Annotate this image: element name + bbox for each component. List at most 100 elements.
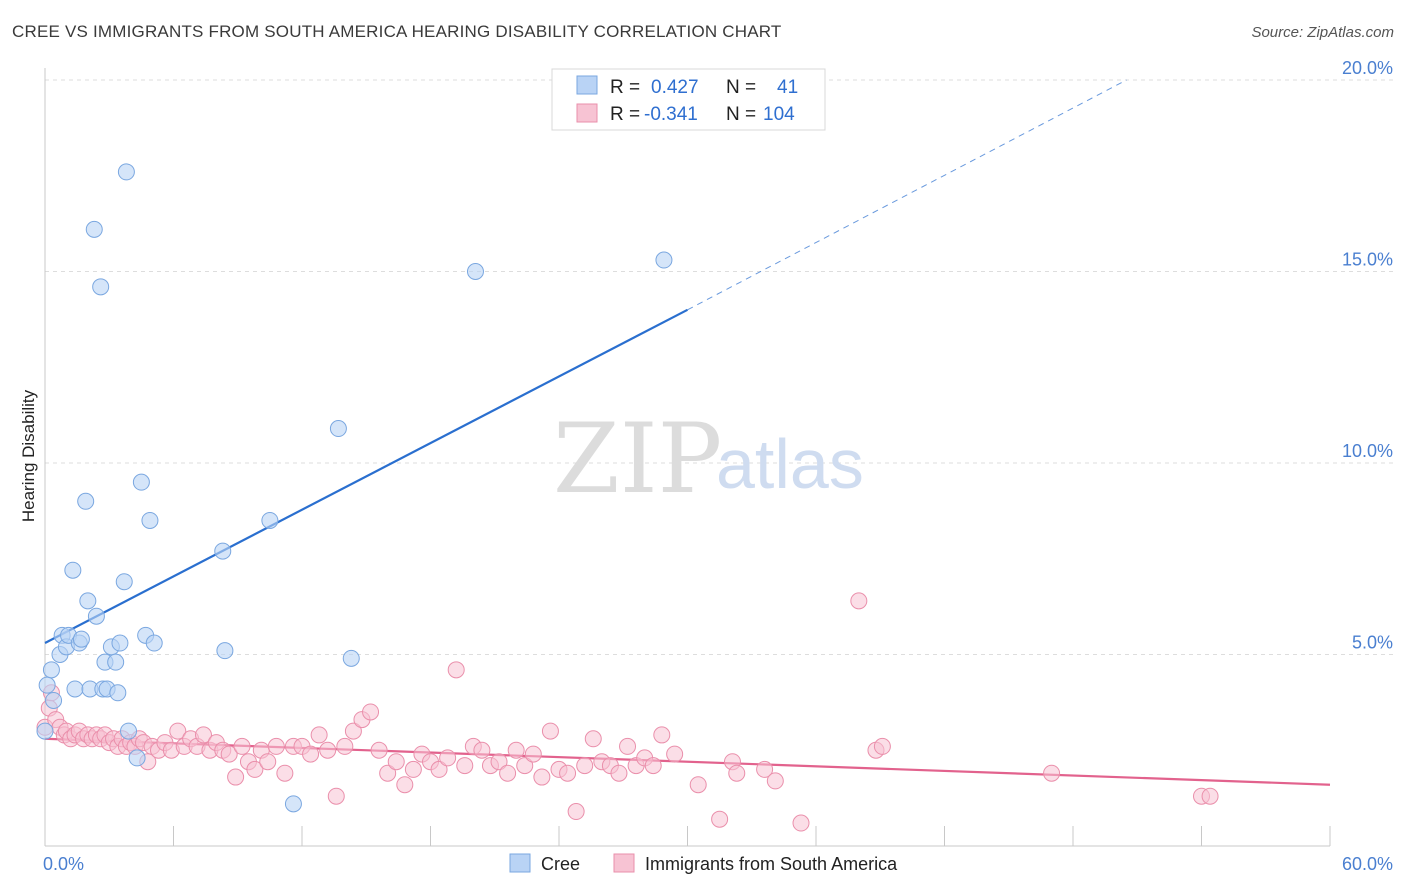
immigrants-point [473, 741, 491, 759]
cree-point [115, 573, 133, 591]
immigrants-point [370, 741, 388, 759]
axes [44, 68, 1331, 847]
y-tick-label: 5.0% [1352, 633, 1393, 653]
immigrants-point [439, 749, 457, 767]
cree-point [38, 676, 56, 694]
immigrants-point [310, 726, 328, 744]
cree-point [145, 634, 163, 652]
cree-point [87, 607, 105, 625]
immigrants-point [711, 810, 729, 828]
legend-swatch-cree [576, 75, 598, 95]
legend-swatch-immigrants [576, 103, 598, 123]
watermark: ZIP atlas [553, 403, 864, 515]
x-tick-label: 60.0% [1342, 854, 1393, 874]
legend-n-value-immigrants: 104 [763, 104, 795, 125]
legend-n-label-cree: N = [726, 77, 756, 98]
immigrants-point [344, 722, 362, 740]
watermark-atlas: atlas [716, 425, 864, 503]
immigrants-point [653, 726, 671, 744]
cree-point [466, 263, 484, 280]
immigrants-point [610, 764, 628, 782]
y-tick-label: 10.0% [1342, 441, 1393, 461]
cree-point [45, 691, 63, 709]
immigrants-point [728, 764, 746, 782]
series-legend-label-cree: Cree [541, 854, 580, 874]
immigrants-point [456, 757, 474, 775]
cree-point [117, 163, 135, 181]
immigrants-point [756, 760, 774, 778]
stats-legend: R = 0.427 N = 41 R = -0.341 N = 104 [551, 68, 826, 131]
cree-point [216, 642, 234, 660]
immigrants-point [404, 760, 422, 778]
immigrants-point [319, 741, 337, 759]
immigrants-point [336, 737, 354, 755]
legend-n-value-cree: 41 [777, 77, 798, 98]
cree-point [85, 220, 103, 238]
cree-trendline-extension [687, 79, 1127, 311]
immigrants-point [447, 661, 465, 679]
immigrants-point [644, 757, 662, 775]
y-axis-title: Hearing Disability [19, 389, 38, 522]
immigrants-point [533, 768, 551, 786]
immigrants-point [873, 737, 891, 755]
cree-point [77, 492, 95, 510]
cree-point [261, 511, 279, 529]
cree-point [92, 278, 110, 296]
cree-point [120, 722, 138, 740]
immigrants-point [576, 757, 594, 775]
cree-point [214, 542, 232, 560]
watermark-zip: ZIP [553, 403, 722, 515]
series-legend-label-immigrants: Immigrants from South America [645, 854, 898, 874]
immigrants-point [516, 757, 534, 775]
immigrants-point [194, 726, 212, 744]
immigrants-point [541, 722, 559, 740]
immigrants-point [666, 745, 684, 763]
immigrants-point [387, 753, 405, 771]
cree-point [128, 749, 146, 767]
cree-point [342, 649, 360, 667]
cree-trendline [44, 308, 689, 644]
cree-points [36, 163, 673, 813]
legend-r-value-immigrants: -0.341 [644, 104, 698, 125]
cree-point [64, 561, 82, 579]
series-legend-swatch-cree [509, 853, 531, 873]
immigrants-point [362, 703, 380, 721]
immigrants-point [220, 745, 238, 763]
cree-point [132, 473, 150, 491]
cree-point [655, 251, 673, 269]
immigrants-point [689, 776, 707, 794]
gridlines [45, 79, 1395, 655]
immigrants-point [850, 592, 868, 610]
immigrants-point [584, 730, 602, 748]
immigrants-point [507, 741, 525, 759]
cree-point [42, 661, 60, 679]
immigrants-point [233, 737, 251, 755]
y-tick-label: 20.0% [1342, 58, 1393, 78]
immigrants-point [227, 768, 245, 786]
tick-labels: 5.0% 10.0% 15.0% 20.0% 0.0% 60.0% [43, 58, 1393, 874]
immigrants-point [246, 760, 264, 778]
x-tick-label: 0.0% [43, 854, 84, 874]
immigrants-point [559, 764, 577, 782]
immigrants-point [276, 764, 294, 782]
immigrants-point [169, 722, 187, 740]
cree-point [36, 722, 54, 740]
immigrants-point [327, 787, 345, 805]
legend-r-label-cree: R = [610, 77, 640, 98]
legend-n-label-immigrants: N = [726, 104, 756, 125]
immigrants-point [430, 760, 448, 778]
immigrants-point [792, 814, 810, 832]
cree-point [79, 592, 97, 610]
immigrants-point [396, 776, 414, 794]
immigrants-point [524, 745, 542, 763]
cree-point [107, 653, 125, 671]
legend-r-value-cree: 0.427 [651, 77, 699, 98]
cree-point [111, 634, 129, 652]
cree-point [109, 684, 127, 702]
immigrants-point [302, 745, 320, 763]
cree-point [72, 630, 90, 648]
legend-r-label-immigrants: R = [610, 104, 640, 125]
immigrants-point [619, 737, 637, 755]
chart-title: CREE VS IMMIGRANTS FROM SOUTH AMERICA HE… [12, 22, 782, 41]
